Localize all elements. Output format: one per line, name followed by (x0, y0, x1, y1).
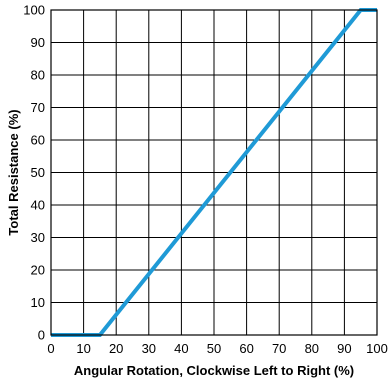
y-tick-label: 90 (31, 35, 45, 50)
x-tick-label: 10 (76, 341, 90, 356)
x-tick-label: 60 (239, 341, 253, 356)
y-tick-label: 20 (31, 263, 45, 278)
x-tick-label: 30 (142, 341, 156, 356)
x-tick-label: 20 (109, 341, 123, 356)
x-tick-label: 90 (337, 341, 351, 356)
y-tick-label: 100 (23, 3, 45, 18)
y-tick-label: 30 (31, 230, 45, 245)
y-tick-label: 10 (31, 295, 45, 310)
x-tick-label: 50 (207, 341, 221, 356)
grid (50, 9, 378, 336)
y-axis-title: Total Resistance (%) (6, 109, 21, 235)
y-tick-labels: 0 10 20 30 40 50 60 70 80 90 100 (23, 3, 45, 343)
x-tick-label: 40 (174, 341, 188, 356)
y-tick-label: 60 (31, 133, 45, 148)
y-tick-label: 40 (31, 198, 45, 213)
x-tick-label: 80 (305, 341, 319, 356)
y-tick-label: 50 (31, 165, 45, 180)
plot-frame (50, 9, 378, 336)
x-tick-label: 100 (366, 341, 388, 356)
y-tick-label: 70 (31, 100, 45, 115)
x-tick-labels: 0 10 20 30 40 50 60 70 80 90 100 (47, 341, 387, 356)
y-tick-label: 80 (31, 68, 45, 83)
x-axis-title: Angular Rotation, Clockwise Left to Righ… (74, 363, 354, 378)
x-tick-label: 0 (47, 341, 54, 356)
y-tick-label: 0 (38, 328, 45, 343)
x-tick-label: 70 (272, 341, 286, 356)
